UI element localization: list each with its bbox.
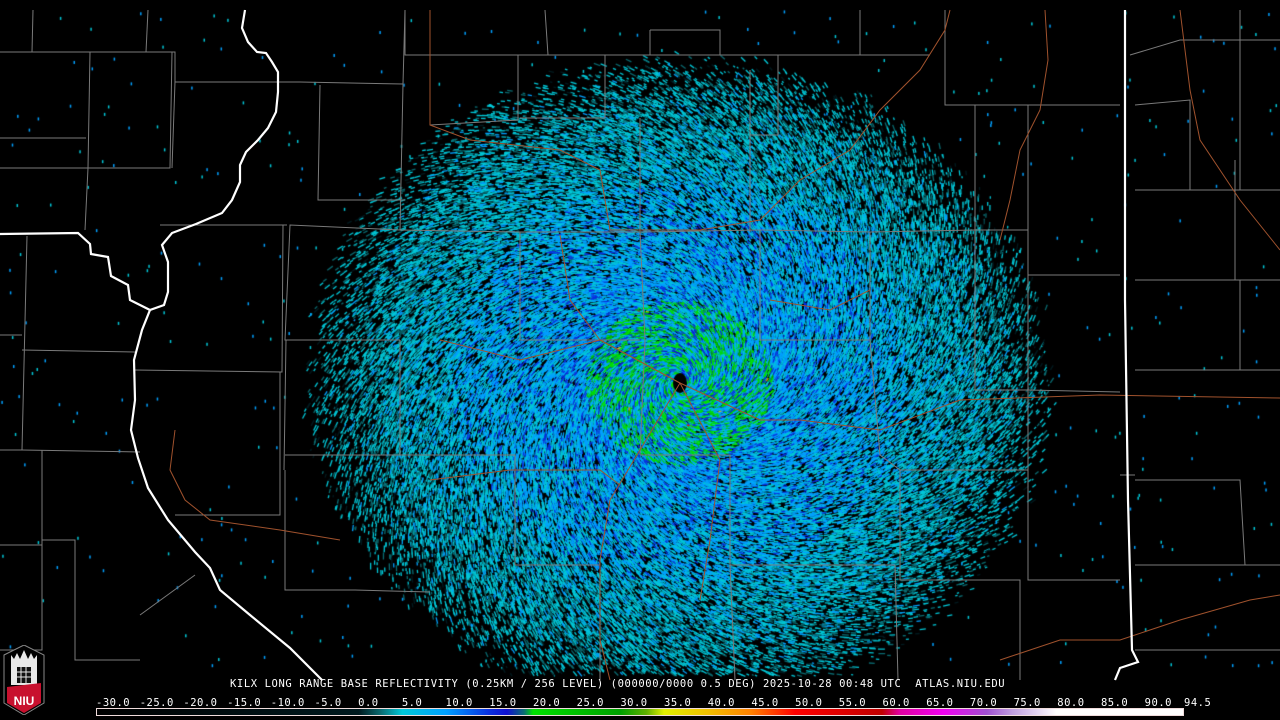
colorbar-tick-label: 60.0 xyxy=(882,697,910,709)
colorbar-tick-label: 70.0 xyxy=(969,697,998,709)
colorbar-tick-label: 75.0 xyxy=(1013,697,1041,709)
colorbar-tick-label: -25.0 xyxy=(139,697,174,709)
product-title: KILX LONG RANGE BASE REFLECTIVITY (0.25K… xyxy=(230,678,1006,690)
reflectivity-colorbar xyxy=(96,708,1184,716)
colorbar-tick-label: 25.0 xyxy=(576,697,604,709)
colorbar-tick-label: -5.0 xyxy=(314,697,342,709)
county-borders xyxy=(0,9,1280,681)
colorbar-tick-label: 10.0 xyxy=(445,697,473,709)
colorbar-tick-label: 80.0 xyxy=(1057,697,1085,709)
colorbar-tick-label: 40.0 xyxy=(707,697,736,709)
colorbar-tick-label: 65.0 xyxy=(926,697,954,709)
colorbar-tick-label: 30.0 xyxy=(620,697,648,709)
colorbar-tick-label: 35.0 xyxy=(664,697,692,709)
colorbar-tick-label: 85.0 xyxy=(1100,697,1129,709)
colorbar-tick-label: -20.0 xyxy=(183,697,218,709)
colorbar-tick-label: 0.0 xyxy=(358,697,379,709)
colorbar-tick-label: -30.0 xyxy=(96,697,131,709)
svg-text:NIU: NIU xyxy=(14,694,35,708)
colorbar-tick-label: 20.0 xyxy=(532,697,561,709)
colorbar-tick-label: -15.0 xyxy=(227,697,262,709)
colorbar-tick-label: 55.0 xyxy=(838,697,867,709)
state-borders xyxy=(0,9,1140,681)
colorbar-tick-label: -10.0 xyxy=(270,697,305,709)
colorbar-tick-label: 5.0 xyxy=(401,697,423,709)
colorbar-tick-label: 45.0 xyxy=(751,697,779,709)
colorbar-tick-label: 50.0 xyxy=(795,697,823,709)
colorbar-tick-label: 15.0 xyxy=(489,697,517,709)
colorbar-tick-label: 94.5 xyxy=(1184,697,1212,709)
niu-logo: NIU xyxy=(3,645,45,715)
rivers-and-highways xyxy=(169,9,1280,681)
colorbar-tick-label: 90.0 xyxy=(1144,697,1172,709)
